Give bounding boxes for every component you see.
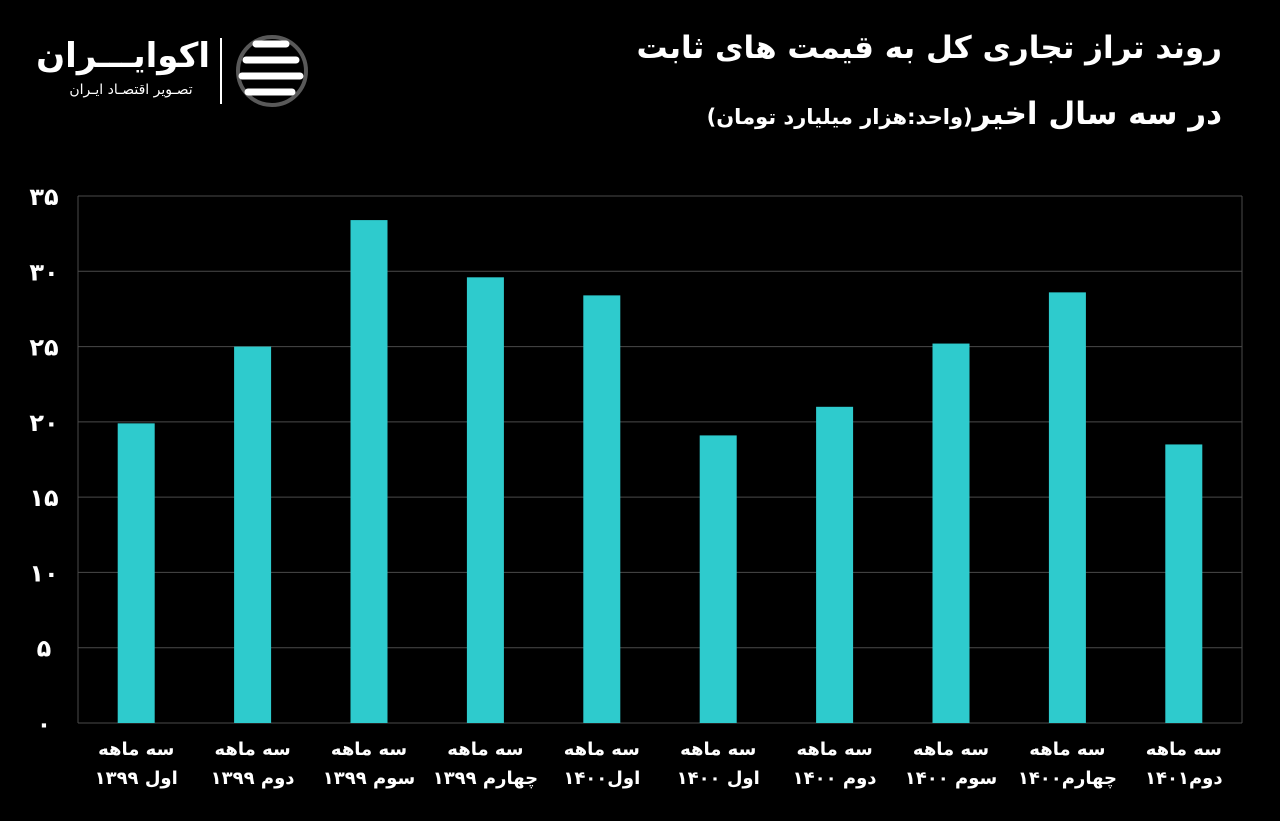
bar <box>1048 292 1086 723</box>
x-tick-label: چهارم۱۴۰۰ <box>1018 768 1117 789</box>
bar <box>932 343 970 723</box>
logo-divider <box>220 38 222 104</box>
x-tick-label: سه ماهه <box>913 739 989 760</box>
brand-swirl-icon <box>236 35 308 107</box>
bar <box>234 346 272 723</box>
x-axis-ticks: سه ماهه اول ۱۳۹۹ سه ماهه دوم ۱۳۹۹ سه ماهه سوم… <box>95 739 1223 789</box>
x-tick-label: سه ماهه <box>680 739 756 760</box>
x-tick-label: سه ماهه <box>98 739 174 760</box>
y-tick-label: ۳۵ <box>29 183 58 211</box>
x-tick-label: اول ۱۳۹۹ <box>95 768 178 789</box>
chart-subtitle-main: در سه سال اخیر <box>972 96 1222 132</box>
bar <box>1165 444 1203 723</box>
chart-subtitle: در سه سال اخیر(واحد:هزار میلیارد تومان) <box>707 96 1222 132</box>
bar <box>583 295 621 723</box>
grid-lines <box>77 195 1243 724</box>
x-tick-label: دوم۱۴۰۱ <box>1145 768 1223 789</box>
brand-logo: اکوایـــران تصـویر اقتصـاد ایـران <box>36 30 318 110</box>
x-tick-label: دوم ۱۴۰۰ <box>793 768 877 789</box>
x-tick-label: سه ماهه <box>331 739 407 760</box>
x-tick-label: چهارم ۱۳۹۹ <box>433 768 538 789</box>
y-tick-label: ۰ <box>37 710 52 738</box>
chart-title: روند تراز تجاری کل به قیمت های ثابت <box>636 30 1222 66</box>
y-tick-label: ۵ <box>37 635 52 663</box>
x-tick-label: سه ماهه <box>564 739 640 760</box>
y-tick-label: ۱۵ <box>29 484 58 512</box>
bar <box>699 435 737 723</box>
y-tick-label: ۱۰ <box>29 559 58 587</box>
bar <box>117 423 155 723</box>
brand-name: اکوایـــران <box>36 36 210 76</box>
y-tick-label: ۳۰ <box>29 258 58 286</box>
bar <box>816 406 854 723</box>
x-tick-label: سه ماهه <box>797 739 873 760</box>
y-tick-label: ۲۵ <box>29 334 58 362</box>
y-tick-label: ۲۰ <box>29 409 58 437</box>
bar <box>350 220 388 723</box>
x-tick-label: سه ماهه <box>215 739 291 760</box>
x-tick-label: اول۱۴۰۰ <box>563 768 640 789</box>
x-tick-label: اول ۱۴۰۰ <box>677 768 760 789</box>
x-tick-label: سه ماهه <box>1146 739 1222 760</box>
x-tick-label: سه ماهه <box>1029 739 1105 760</box>
bar <box>466 277 504 723</box>
x-tick-label: سه ماهه <box>447 739 523 760</box>
y-axis-ticks: ۰ ۵ ۱۰ ۱۵ ۲۰ ۲۵ ۳۰ ۳۵ <box>29 183 58 738</box>
x-tick-label: سوم ۱۴۰۰ <box>905 768 997 789</box>
x-tick-label: سوم ۱۳۹۹ <box>323 768 415 789</box>
x-tick-label: دوم ۱۳۹۹ <box>211 768 295 789</box>
bars <box>117 220 1203 723</box>
chart-unit: (واحد:هزار میلیارد تومان) <box>706 105 973 129</box>
brand-tagline: تصـویر اقتصـاد ایـران <box>69 82 193 98</box>
